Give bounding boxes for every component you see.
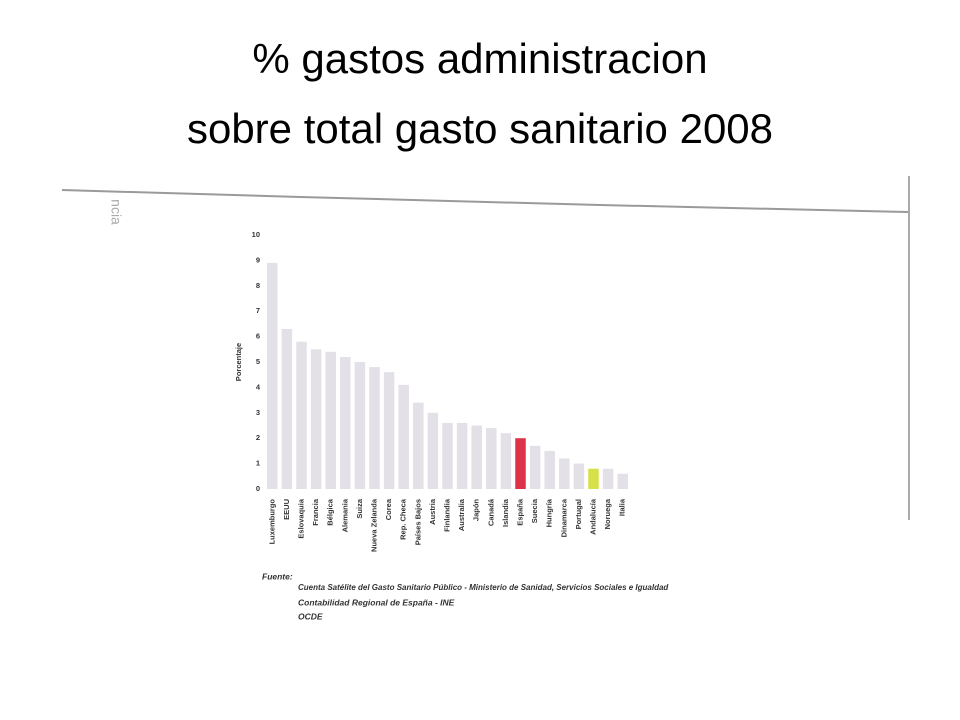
x-tick-label: Francia [311, 498, 320, 526]
bar [544, 450, 555, 489]
x-tick-label: Japón [472, 499, 481, 522]
y-tick-label: 3 [256, 408, 260, 417]
x-tick-label: Canadá [486, 498, 495, 526]
source-line: Cuenta Satélite del Gasto Sanitario Públ… [298, 583, 669, 592]
y-tick-label: 1 [256, 459, 260, 468]
bar [413, 402, 424, 489]
x-tick-label: Suecia [530, 498, 539, 523]
source-line: Contabilidad Regional de España - INE [298, 597, 455, 607]
bar [427, 412, 439, 489]
bar [617, 473, 628, 489]
bar [456, 422, 468, 489]
title-line: % gastos administracion [252, 35, 707, 82]
x-tick-label: Nueva Zelanda [369, 498, 378, 552]
y-axis-label: Porcentaje [234, 343, 243, 381]
x-tick-label: Austria [428, 498, 437, 525]
x-tick-label: Hungría [545, 498, 554, 527]
bar [267, 262, 278, 489]
x-tick-label: Andalucía [588, 498, 597, 535]
title-line: sobre total gasto sanitario 2008 [187, 105, 773, 152]
y-tick-label: 5 [256, 357, 260, 366]
bar [471, 425, 482, 489]
bar [369, 367, 380, 489]
bar [573, 463, 585, 489]
x-tick-label: Eslovaquia [296, 498, 305, 538]
x-tick-label: España [515, 498, 524, 526]
x-tick-label: Dinamarca [559, 498, 568, 537]
source-line: OCDE [298, 611, 323, 621]
bar [383, 372, 395, 489]
bar [442, 422, 453, 489]
y-tick-label: 4 [256, 382, 261, 391]
bar [602, 468, 614, 489]
x-tick-label: Portugal [574, 499, 583, 529]
x-tick-label: Islandia [501, 498, 510, 527]
x-tick-label: Bélgica [326, 498, 335, 526]
x-tick-label: Luxemburgo [267, 499, 276, 545]
source-label: Fuente: [262, 571, 293, 581]
margin-text: ncia [108, 199, 124, 225]
bar [310, 349, 322, 489]
bar [559, 458, 570, 489]
scan-edge [61, 189, 909, 213]
y-tick-label: 7 [256, 306, 260, 315]
bar [296, 341, 307, 489]
x-tick-label: Australia [457, 498, 466, 531]
x-tick-label: Rep. Checa [399, 498, 408, 540]
bar [529, 445, 541, 489]
x-tick-label: Noruega [603, 498, 612, 529]
bar [588, 468, 599, 489]
bar [500, 433, 512, 489]
x-tick-label: Países Bajos [413, 499, 422, 545]
y-tick-label: 6 [256, 332, 260, 341]
y-tick-label: 0 [256, 484, 260, 493]
x-tick-label: Finlandia [442, 498, 451, 532]
bar [340, 356, 351, 489]
x-tick-label: Corea [384, 498, 393, 520]
bar [325, 351, 336, 489]
x-tick-label: Alemania [340, 498, 349, 532]
bar [354, 362, 366, 489]
y-tick-label: 2 [256, 433, 260, 442]
x-tick-label: EEUU [282, 499, 291, 520]
y-tick-label: 9 [256, 255, 260, 264]
y-tick-label: 10 [252, 230, 260, 239]
x-tick-label: Suiza [355, 498, 364, 518]
bar [398, 384, 409, 489]
bar [486, 428, 497, 489]
y-tick-label: 8 [256, 281, 260, 290]
x-tick-label: Italia [618, 498, 627, 516]
bar [281, 328, 293, 489]
bar [515, 438, 526, 489]
